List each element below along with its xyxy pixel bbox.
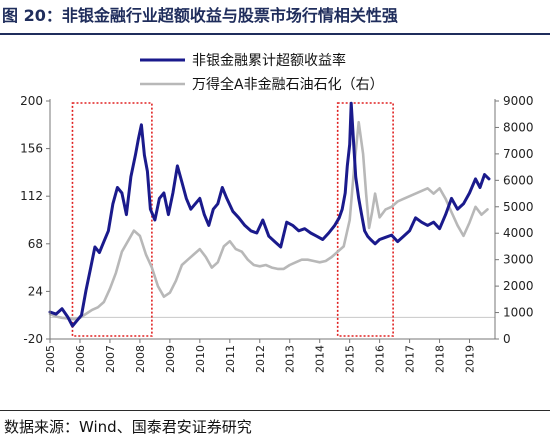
line-chart: -202468112156200010002000300040005000600… bbox=[20, 52, 533, 373]
x-tick-label: 2014 bbox=[314, 345, 327, 373]
source-divider bbox=[0, 410, 550, 411]
left-tick-label: -20 bbox=[23, 332, 43, 346]
x-tick-label: 2006 bbox=[74, 345, 87, 373]
legend-label-2: 万得全A非金融石油石化（右） bbox=[192, 76, 384, 93]
left-tick-label: 200 bbox=[20, 94, 43, 108]
right-tick-label: 8000 bbox=[503, 120, 534, 134]
axes-group bbox=[46, 99, 499, 343]
x-tick-label: 2009 bbox=[164, 345, 177, 373]
x-tick-label: 2018 bbox=[434, 345, 447, 373]
x-tick-label: 2012 bbox=[254, 345, 267, 373]
highlight-box-group bbox=[71, 102, 394, 337]
x-tick-label: 2008 bbox=[134, 345, 147, 373]
series-line-2 bbox=[48, 120, 489, 321]
right-tick-label: 2000 bbox=[503, 279, 534, 293]
title-divider bbox=[0, 33, 550, 35]
figure-title: 图 20：非银金融行业超额收益与股票市场行情相关性强 bbox=[2, 6, 398, 25]
right-tick-label: 1000 bbox=[503, 306, 534, 320]
highlight-box-2 bbox=[336, 102, 394, 337]
x-tick-label: 2016 bbox=[374, 345, 387, 373]
x-tick-label: 2011 bbox=[224, 345, 237, 373]
source-note: 数据来源：Wind、国泰君安证券研究 bbox=[4, 418, 252, 436]
x-tick-label: 2010 bbox=[194, 345, 207, 373]
right-tick-label: 7000 bbox=[503, 147, 534, 161]
right-tick-label: 0 bbox=[503, 332, 511, 346]
x-tick-label: 2007 bbox=[104, 345, 117, 373]
legend-label-1: 非银金融累计超额收益率 bbox=[192, 52, 346, 69]
x-tick-label: 2017 bbox=[404, 345, 417, 373]
x-tick-label: 2015 bbox=[344, 345, 357, 373]
x-tick-label: 2019 bbox=[464, 345, 477, 373]
right-tick-label: 5000 bbox=[503, 200, 534, 214]
tick-label-group: -202468112156200010002000300040005000600… bbox=[20, 94, 533, 373]
left-tick-label: 156 bbox=[20, 142, 43, 156]
right-tick-label: 6000 bbox=[503, 173, 534, 187]
x-tick-label: 2013 bbox=[284, 345, 297, 373]
highlight-box-1 bbox=[71, 102, 153, 337]
right-tick-label: 3000 bbox=[503, 253, 534, 267]
series-group bbox=[48, 101, 491, 328]
x-tick-label: 2005 bbox=[44, 345, 57, 373]
left-tick-label: 24 bbox=[28, 284, 43, 298]
left-tick-label: 68 bbox=[28, 237, 43, 251]
right-tick-label: 4000 bbox=[503, 226, 534, 240]
left-tick-label: 112 bbox=[20, 189, 43, 203]
right-tick-label: 9000 bbox=[503, 94, 534, 108]
series-line-1 bbox=[48, 101, 491, 328]
